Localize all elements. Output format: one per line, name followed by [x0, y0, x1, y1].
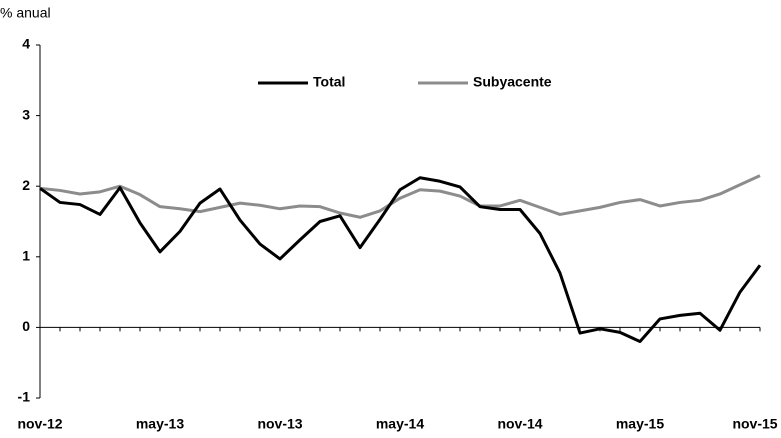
y-tick-label: 2 — [22, 177, 30, 193]
y-tick-label: 1 — [22, 248, 30, 264]
x-tick-label: nov-13 — [257, 416, 302, 432]
legend-label: Subyacente — [473, 74, 552, 90]
y-axis-label: % anual — [0, 5, 51, 21]
x-tick-label: nov-15 — [732, 416, 777, 432]
line-series — [39, 176, 762, 344]
y-tick-label: 4 — [22, 36, 30, 52]
y-tick-label: -1 — [18, 389, 31, 405]
x-tick-label: may-13 — [136, 416, 184, 432]
legend-label: Total — [313, 74, 345, 90]
y-tick-label: 0 — [22, 318, 30, 334]
x-tick-label: nov-12 — [17, 416, 62, 432]
x-tick-label: may-15 — [616, 416, 664, 432]
x-tick-label: nov-14 — [497, 416, 542, 432]
line-series — [39, 174, 761, 219]
x-tick-label: may-14 — [376, 416, 424, 432]
y-tick-label: 3 — [22, 106, 30, 122]
